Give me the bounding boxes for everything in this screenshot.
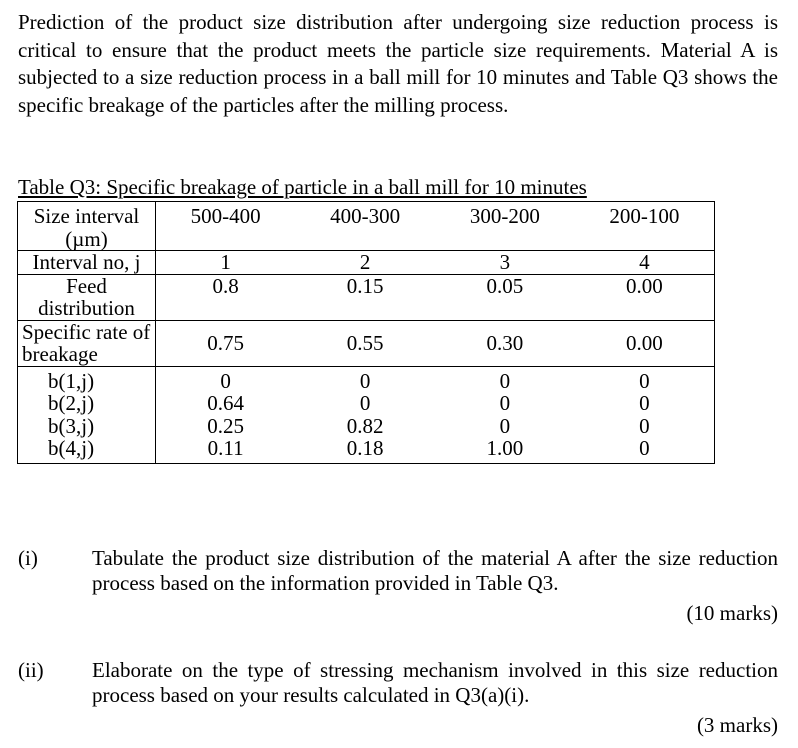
table-cell: 0	[639, 436, 650, 460]
table-row: b(3,j) 0.25 0.82 0 0	[17, 413, 715, 438]
question-marks: (10 marks)	[686, 601, 778, 625]
row-label: Specific rate of breakage	[17, 320, 156, 367]
table-cell: 1	[155, 250, 296, 275]
table-cell: 0.05	[435, 274, 575, 321]
header-cell: 500-400	[155, 201, 296, 251]
row-label: b(2,j)	[17, 392, 156, 415]
table-row: b(4,j) 0.11 0.18 1.00 0	[17, 436, 715, 463]
table-cell: 0	[499, 413, 511, 438]
question-number: (ii)	[18, 658, 44, 682]
table-cell: 4	[574, 250, 715, 275]
table-cell: 0.15	[295, 274, 435, 321]
question-text: Elaborate on the type of stressing mecha…	[92, 658, 778, 707]
table-cell: 0.64	[207, 391, 244, 415]
table-cell: 0	[499, 368, 511, 393]
question-number: (i)	[18, 546, 38, 570]
row-label: b(1,j)	[17, 366, 156, 392]
table-header-row: Size interval (µm) 500-400 400-300 300-2…	[17, 201, 715, 251]
header-label: Size interval (µm)	[17, 201, 156, 251]
header-cell: 300-200	[435, 201, 575, 251]
table-cell: 0.30	[435, 320, 575, 367]
table-cell: 1.00	[486, 436, 524, 460]
table-cell: 0.00	[574, 274, 715, 321]
table-row: b(1,j) 0 0 0 0	[17, 366, 715, 393]
table-cell: 0	[359, 368, 371, 393]
question-text: Tabulate the product size distribution o…	[92, 546, 778, 595]
table-cell: 2	[295, 250, 435, 275]
table-cell: 0.00	[574, 320, 715, 367]
table-cell: 0.75	[155, 320, 296, 367]
table-cell: 0.25	[207, 413, 244, 438]
header-cell: 400-300	[295, 201, 435, 251]
row-label: Interval no, j	[17, 250, 156, 275]
table-row: Feed distribution 0.8 0.15 0.05 0.00	[17, 274, 715, 321]
row-label: b(3,j)	[17, 414, 156, 437]
table-cell: 3	[435, 250, 575, 275]
table-caption: Table Q3: Specific breakage of particle …	[18, 175, 587, 199]
table-row: Interval no, j 1 2 3 4	[17, 250, 715, 275]
table-cell: 0.18	[346, 436, 384, 460]
table-cell: 0	[639, 391, 650, 415]
table-cell: 0	[359, 391, 371, 415]
table-cell: 0	[220, 368, 231, 393]
table-row: Specific rate of breakage 0.75 0.55 0.30…	[17, 320, 715, 367]
table-cell: 0.55	[295, 320, 435, 367]
header-cell: 200-100	[574, 201, 715, 251]
table-cell: 0	[499, 391, 511, 415]
table-cell: 0	[639, 368, 650, 393]
table-cell: 0.82	[346, 413, 384, 438]
row-label: b(4,j)	[17, 437, 156, 463]
intro-paragraph: Prediction of the product size distribut…	[18, 10, 778, 117]
table-cell: 0	[639, 413, 650, 438]
row-label: Feed distribution	[17, 274, 156, 321]
table-row: b(2,j) 0.64 0 0 0	[17, 391, 715, 415]
specific-breakage-table: Size interval (µm) 500-400 400-300 300-2…	[17, 201, 715, 464]
table-cell: 0.8	[155, 274, 296, 321]
question-marks: (3 marks)	[696, 713, 778, 737]
table-cell: 0.11	[207, 436, 244, 460]
